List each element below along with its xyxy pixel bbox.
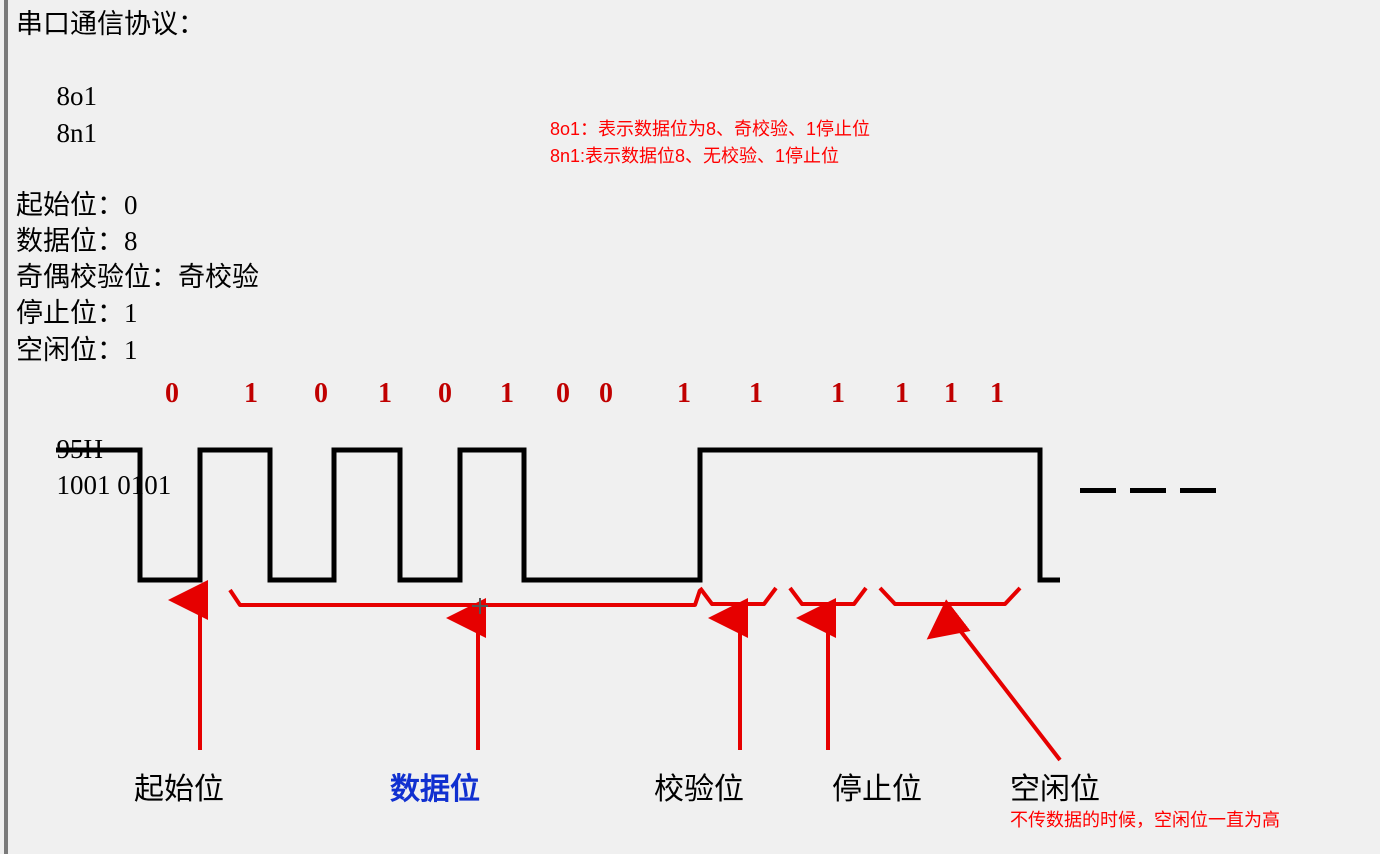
- header-text-block: 串口通信协议： 8o1 8n1 起始位：0 数据位：8 奇偶校验位：奇校验 停止…: [16, 6, 267, 539]
- bit-digit: 0: [165, 378, 179, 410]
- dash-3: [1180, 488, 1216, 493]
- start-bit-line: 起始位：0: [16, 187, 267, 223]
- bit-digit: 0: [599, 378, 613, 410]
- bit-digit: 1: [749, 378, 763, 410]
- footer-note: 不传数据的时候，空闲位一直为高: [1010, 806, 1280, 832]
- stop-bit-line: 停止位：1: [16, 295, 267, 331]
- bit-digit: 1: [378, 378, 392, 410]
- mode2: 8n1: [57, 115, 98, 151]
- diagram-canvas: 串口通信协议： 8o1 8n1 起始位：0 数据位：8 奇偶校验位：奇校验 停止…: [0, 0, 1380, 854]
- hex-label: 95H: [57, 431, 181, 467]
- bit-digit: 1: [990, 378, 1004, 410]
- dash-2: [1130, 488, 1166, 493]
- idle-bit-line: 空闲位：1: [16, 332, 267, 368]
- label-data: 数据位: [390, 764, 480, 808]
- idle-arrow: [952, 620, 1060, 760]
- hex-row: 95H 1001 0101: [16, 395, 267, 540]
- bit-digit: 1: [677, 378, 691, 410]
- left-border: [4, 0, 8, 854]
- mode-row: 8o1 8n1: [16, 42, 267, 187]
- parity-line: 奇偶校验位：奇校验: [16, 259, 267, 295]
- label-idle: 空闲位: [1010, 764, 1100, 808]
- bit-digit: 1: [244, 378, 258, 410]
- bit-digit: 1: [831, 378, 845, 410]
- mode1: 8o1: [57, 78, 267, 114]
- dash-1: [1080, 488, 1116, 493]
- binary-label: 1001 0101: [57, 470, 172, 500]
- title: 串口通信协议：: [16, 6, 267, 42]
- bit-digit: 0: [314, 378, 328, 410]
- data-brace: [230, 590, 700, 605]
- bit-digit: 1: [944, 378, 958, 410]
- cursor-crosshair-icon: [472, 598, 488, 614]
- parity-brace: [700, 588, 776, 604]
- note-line-2: 8n1:表示数据位8、无校验、1停止位: [550, 143, 870, 170]
- bit-digit: 1: [500, 378, 514, 410]
- bit-digit: 0: [438, 378, 452, 410]
- idle-brace: [880, 588, 1020, 604]
- label-parity: 校验位: [654, 764, 744, 808]
- stop-brace: [790, 588, 866, 604]
- red-note-block: 8o1：表示数据位为8、奇校验、1停止位 8n1:表示数据位8、无校验、1停止位: [550, 116, 870, 170]
- bit-digit: 1: [895, 378, 909, 410]
- data-bit-line: 数据位：8: [16, 223, 267, 259]
- label-stop: 停止位: [832, 764, 922, 808]
- bit-digit: 0: [556, 378, 570, 410]
- note-line-1: 8o1：表示数据位为8、奇校验、1停止位: [550, 116, 870, 143]
- label-start: 起始位: [134, 764, 224, 808]
